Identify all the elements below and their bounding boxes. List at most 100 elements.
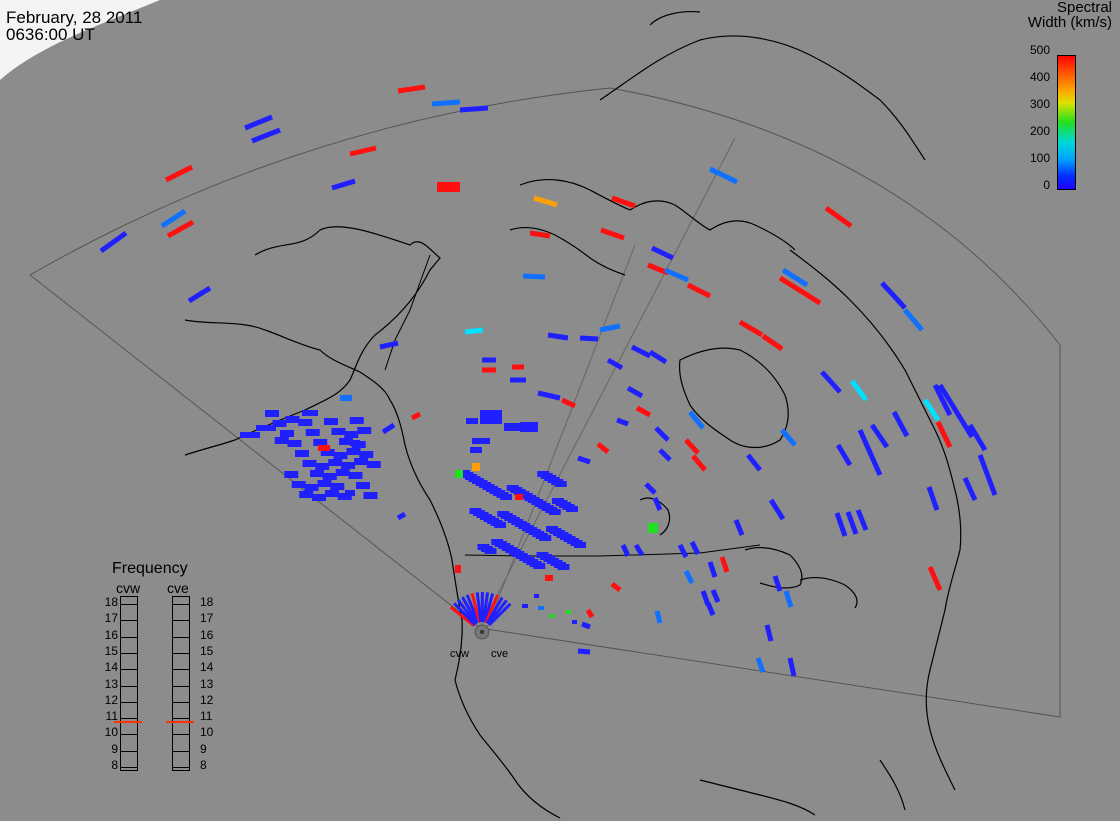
echo-cell bbox=[520, 422, 538, 432]
frequency-tick-right: 13 bbox=[200, 676, 214, 691]
echo-cell bbox=[684, 438, 700, 455]
echo-cell bbox=[566, 610, 571, 614]
echo-cell bbox=[345, 490, 355, 496]
frequency-tick-left: 10 bbox=[104, 725, 118, 740]
echo-cell bbox=[483, 593, 495, 623]
echo-cell bbox=[349, 145, 377, 157]
echo-cell bbox=[470, 592, 481, 623]
echo-cell bbox=[855, 509, 869, 531]
echo-cell bbox=[537, 390, 561, 401]
frequency-box-cve bbox=[172, 596, 190, 771]
frequency-gridline bbox=[173, 718, 189, 720]
echo-cell bbox=[705, 602, 716, 616]
frequency-gridline bbox=[121, 636, 137, 638]
echo-cell bbox=[284, 471, 299, 478]
echo-cell bbox=[410, 411, 422, 421]
echo-cell bbox=[664, 267, 689, 283]
echo-cell bbox=[515, 494, 523, 500]
echo-cell bbox=[630, 344, 652, 359]
frequency-tick-right: 11 bbox=[200, 709, 213, 724]
frequency-gridline bbox=[121, 701, 137, 703]
echo-cell bbox=[869, 423, 890, 449]
echo-cell bbox=[99, 230, 128, 254]
echo-cell bbox=[488, 602, 512, 627]
echo-cell bbox=[620, 543, 631, 558]
echo-cell bbox=[691, 454, 707, 472]
beam-edge bbox=[486, 244, 636, 629]
frequency-right-label: cve bbox=[167, 580, 189, 596]
frequency-tick-left: 8 bbox=[111, 758, 118, 772]
echo-cell bbox=[686, 282, 712, 299]
echo-cell bbox=[778, 275, 822, 306]
echo-cell bbox=[472, 463, 480, 471]
echo-cell bbox=[626, 385, 644, 399]
echo-cell bbox=[464, 327, 484, 335]
echo-cell bbox=[335, 469, 350, 476]
echo-cell bbox=[312, 494, 326, 501]
echo-cell bbox=[187, 285, 212, 304]
echo-cell bbox=[606, 357, 624, 371]
echo-cell bbox=[455, 470, 463, 478]
echo-cell bbox=[315, 463, 330, 470]
echo-cell bbox=[538, 606, 544, 610]
frequency-gridline bbox=[121, 669, 137, 671]
echo-cell bbox=[522, 604, 528, 608]
echo-cell bbox=[504, 423, 520, 431]
echo-cell bbox=[599, 323, 621, 333]
echo-cell bbox=[472, 438, 490, 444]
echo-cell bbox=[481, 592, 490, 623]
radar-label-east: cve bbox=[491, 648, 509, 660]
echo-cell bbox=[313, 439, 328, 446]
echo-cell bbox=[533, 563, 546, 569]
echo-cell bbox=[880, 281, 907, 310]
echo-cell bbox=[560, 397, 577, 409]
frequency-tick-left: 9 bbox=[111, 741, 118, 756]
frequency-tick-left: 11 bbox=[105, 709, 118, 724]
echo-cell bbox=[251, 127, 281, 144]
echo-cell bbox=[328, 459, 343, 466]
echo-cell bbox=[456, 599, 478, 625]
frequency-gridline bbox=[173, 604, 189, 605]
echo-cell bbox=[768, 498, 786, 521]
echo-cell bbox=[324, 418, 338, 425]
echo-cell bbox=[396, 511, 407, 521]
echo-cell bbox=[348, 472, 363, 479]
frequency-tick-right: 10 bbox=[200, 725, 214, 740]
radar-site-marker bbox=[480, 630, 484, 634]
frequency-gridline bbox=[121, 718, 137, 720]
echo-cell bbox=[341, 462, 355, 469]
echo-cell bbox=[746, 453, 762, 472]
echo-cell bbox=[635, 405, 652, 418]
frequency-tick-right: 15 bbox=[200, 643, 214, 658]
echo-cell bbox=[733, 519, 745, 536]
frequency-tick-left: 14 bbox=[104, 660, 118, 675]
echo-cell bbox=[475, 592, 483, 623]
echo-cell bbox=[339, 438, 353, 445]
frequency-box-cvw bbox=[120, 596, 138, 771]
echo-cell bbox=[256, 425, 276, 431]
echo-cell bbox=[566, 506, 578, 512]
frequency-tick-right: 14 bbox=[200, 660, 214, 675]
echo-cell bbox=[534, 594, 539, 598]
echo-cell bbox=[461, 596, 479, 625]
echo-cell bbox=[707, 561, 718, 578]
echo-cell bbox=[449, 605, 476, 627]
echo-cell bbox=[780, 428, 797, 447]
colorbar-tick: 0 bbox=[1043, 178, 1050, 192]
echo-cell bbox=[304, 484, 319, 491]
echo-cell bbox=[317, 480, 332, 487]
echo-cell bbox=[572, 620, 577, 624]
time-label: 0636:00 UT bbox=[6, 25, 95, 44]
colorbar bbox=[1057, 55, 1076, 190]
echo-cell bbox=[285, 416, 300, 423]
frequency-gridline bbox=[121, 734, 137, 736]
echo-cell bbox=[431, 99, 461, 107]
echo-cell bbox=[318, 445, 330, 451]
echo-cell bbox=[857, 428, 883, 477]
echo-cell bbox=[550, 614, 555, 618]
echo-cell bbox=[539, 535, 552, 541]
echo-cell bbox=[379, 340, 399, 350]
echo-cell bbox=[710, 589, 721, 603]
echo-cell bbox=[937, 383, 975, 439]
echo-cell bbox=[633, 543, 645, 557]
